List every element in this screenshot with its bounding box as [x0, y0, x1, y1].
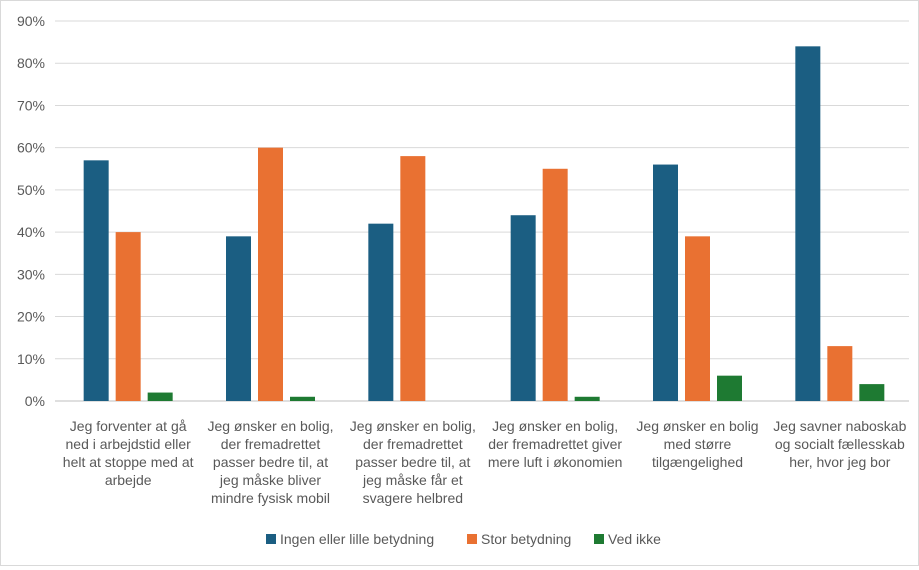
- bar: [827, 346, 853, 401]
- legend-item: Ingen eller lille betydning: [266, 531, 434, 547]
- legend-swatch: [594, 534, 604, 544]
- y-tick-label: 0%: [25, 393, 45, 409]
- bar: [653, 164, 678, 401]
- y-tick-label: 90%: [17, 13, 45, 29]
- x-category-label: Jeg ønsker en bolig med større tilgængelig…: [636, 418, 758, 470]
- x-category-label: Jeg ønsker en bolig, der fremadrettet giv…: [488, 418, 623, 470]
- x-category-label: Jeg savner naboskab og socialt fællesskab…: [773, 418, 906, 470]
- bar: [542, 168, 568, 401]
- bar: [510, 215, 536, 401]
- bar: [368, 223, 394, 401]
- y-tick-label: 80%: [17, 55, 45, 71]
- gridlines: [55, 20, 909, 402]
- bar: [859, 384, 885, 401]
- legend-swatch: [266, 534, 276, 544]
- bar: [795, 46, 821, 401]
- bar: [685, 236, 710, 401]
- bar: [83, 160, 109, 401]
- legend-label: Ingen eller lille betydning: [280, 531, 434, 547]
- legend: Ingen eller lille betydning Stor betydnin…: [266, 531, 661, 547]
- y-tick-label: 10%: [17, 351, 45, 367]
- y-axis-tick-labels: 0% 10% 20% 30% 40% 50% 60% 70% 80% 90%: [17, 13, 45, 409]
- bar: [258, 147, 283, 401]
- y-tick-label: 60%: [17, 140, 45, 156]
- y-tick-label: 30%: [17, 266, 45, 282]
- legend-item: Ved ikke: [594, 531, 661, 547]
- y-tick-label: 40%: [17, 224, 45, 240]
- bar: [574, 396, 600, 401]
- legend-label: Ved ikke: [608, 531, 661, 547]
- x-category-label: Jeg forventer at gå ned i arbejdstid elle…: [63, 418, 194, 488]
- legend-swatch: [467, 534, 477, 544]
- bar: [147, 392, 173, 401]
- x-category-label: Jeg ønsker en bolig, der fremadrettet pass…: [350, 418, 476, 506]
- bar: [115, 232, 141, 401]
- legend-label: Stor betydning: [481, 531, 571, 547]
- bar: [226, 236, 251, 401]
- x-category-label: Jeg ønsker en bolig, der fremadrettet pass…: [207, 418, 333, 506]
- y-tick-label: 20%: [17, 309, 45, 325]
- legend-item: Stor betydning: [467, 531, 571, 547]
- bar: [400, 156, 426, 401]
- y-tick-label: 50%: [17, 182, 45, 198]
- bar: [290, 396, 315, 401]
- bars: [83, 46, 885, 401]
- bar: [717, 375, 742, 401]
- y-tick-label: 70%: [17, 97, 45, 113]
- x-axis-category-labels: Jeg forventer at gå ned i arbejdstid elle…: [63, 418, 907, 506]
